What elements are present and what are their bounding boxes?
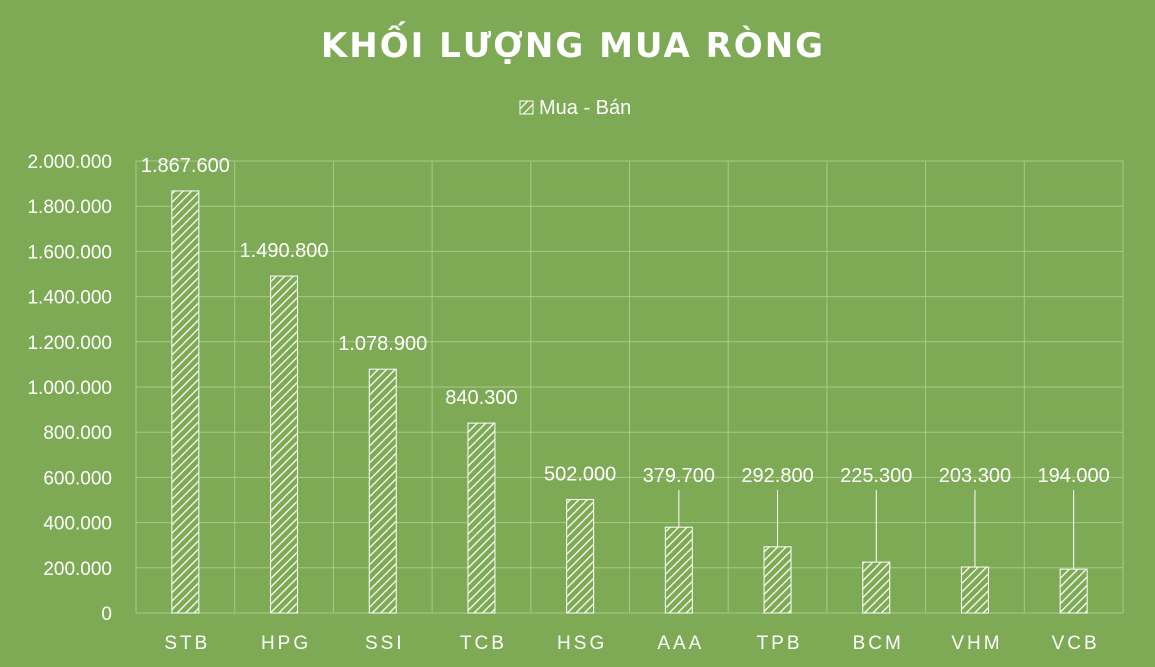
y-tick-label: 200.000	[43, 559, 112, 580]
data-label: 1.867.600	[141, 155, 230, 177]
legend-swatch	[519, 100, 534, 115]
data-labels: 1.867.600 1.490.800 1.078.900 840.300 502.00…	[141, 155, 1110, 570]
y-tick-label: 2.000.000	[27, 152, 112, 173]
bars	[171, 190, 1088, 614]
data-label: 840.300	[445, 387, 517, 409]
x-tick-label: SSI	[365, 633, 405, 654]
legend-label: Mua - Bán	[539, 97, 631, 119]
y-tick-label: 800.000	[43, 423, 112, 444]
x-tick-label: BCM	[853, 633, 904, 654]
bar-vcb	[1059, 568, 1088, 614]
data-label: 194.000	[1038, 465, 1110, 487]
x-tick-label: STB	[164, 633, 210, 654]
y-tick-label: 1.000.000	[27, 378, 112, 399]
x-tick-label: TPB	[757, 633, 803, 654]
y-tick-label: 600.000	[43, 468, 112, 489]
x-tick-label: VHM	[951, 633, 1002, 654]
bar-tpb	[763, 546, 792, 614]
y-tick-label: 1.600.000	[27, 242, 112, 263]
y-tick-label: 400.000	[43, 514, 112, 535]
bar-tcb	[467, 422, 496, 614]
data-label: 502.000	[544, 464, 616, 486]
x-axis: STB HPG SSI TCB HSG AAA TPB BCM VHM VCB	[164, 633, 1100, 654]
x-tick-label: HSG	[557, 633, 607, 654]
gridlines	[135, 160, 1124, 614]
data-label: 379.700	[643, 465, 715, 487]
bar-aaa	[664, 526, 693, 614]
bar-vhm	[960, 566, 989, 614]
y-tick-label: 1.800.000	[27, 197, 112, 218]
x-tick-label: AAA	[657, 633, 704, 654]
bar-stb	[171, 190, 200, 614]
x-tick-label: TCB	[460, 633, 507, 654]
bar-hpg	[270, 275, 299, 614]
y-tick-label: 1.400.000	[27, 288, 112, 309]
chart-title: KHỐI LƯỢNG MUA RÒNG	[321, 21, 825, 66]
data-label: 203.300	[939, 465, 1011, 487]
data-label: 1.078.900	[338, 333, 427, 355]
y-tick-label: 0	[101, 604, 112, 625]
y-tick-label: 1.200.000	[27, 333, 112, 354]
legend: Mua - Bán	[519, 97, 631, 119]
data-label: 225.300	[840, 465, 912, 487]
x-tick-label: HPG	[261, 633, 311, 654]
data-label: 292.800	[741, 465, 813, 487]
bar-hsg	[566, 499, 595, 614]
y-axis: 0 200.000 400.000 600.000 800.000 1.000.000 1.…	[27, 152, 112, 625]
bar-ssi	[368, 368, 397, 614]
x-tick-label: VCB	[1052, 633, 1100, 654]
bar-bcm	[862, 561, 891, 614]
data-label: 1.490.800	[240, 240, 329, 262]
